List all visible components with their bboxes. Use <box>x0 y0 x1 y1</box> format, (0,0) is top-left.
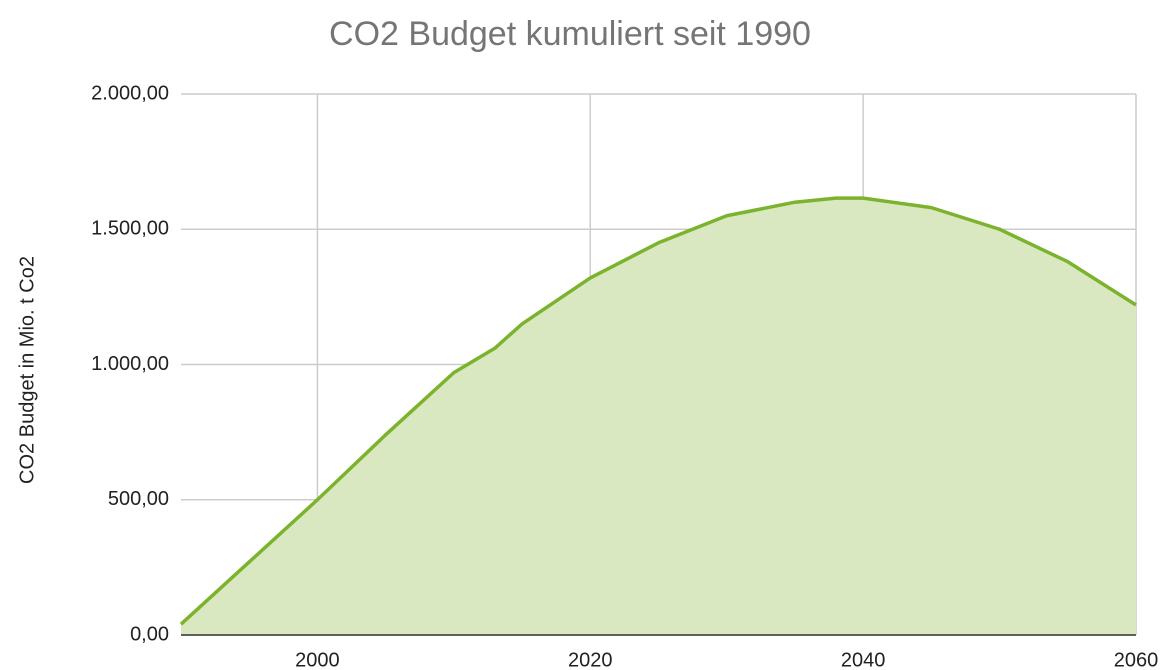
chart-title: CO2 Budget kumuliert seit 1990 <box>329 15 811 53</box>
y-tick-label: 1.500,00 <box>91 218 169 240</box>
y-tick-label: 0,00 <box>130 623 169 645</box>
area <box>181 198 1136 635</box>
y-axis-label: CO2 Budget in Mio. t Co2 <box>16 256 38 484</box>
y-tick-label: 2.000,00 <box>91 82 169 104</box>
x-tick-label: 2040 <box>841 649 886 670</box>
line <box>179 196 1137 626</box>
x-tick-label: 2000 <box>295 649 340 670</box>
x-tick-label: 2060 <box>1114 649 1159 670</box>
y-tick-label: 1.000,00 <box>91 353 169 375</box>
x-tick-label: 2020 <box>568 649 613 670</box>
y-tick-label: 500,00 <box>108 488 169 510</box>
